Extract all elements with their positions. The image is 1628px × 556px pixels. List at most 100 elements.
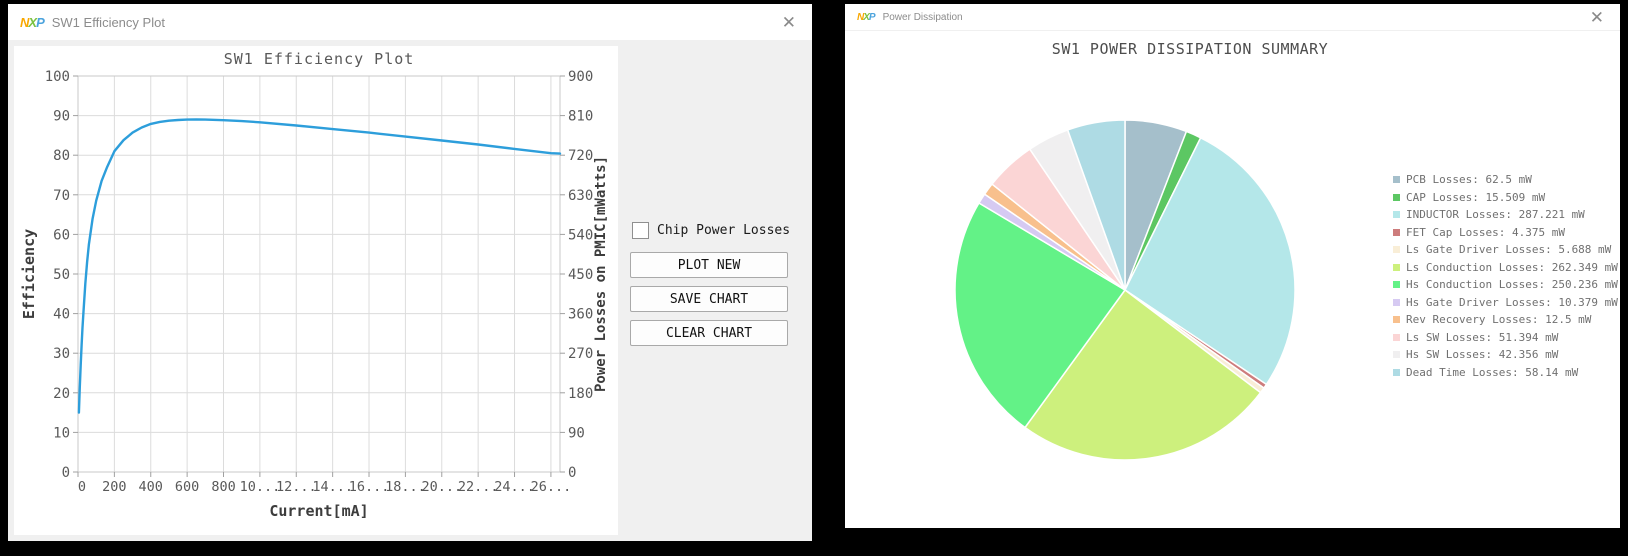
efficiency-window-titlebar: NXP SW1 Efficiency Plot ✕ bbox=[8, 4, 812, 40]
y-axis-left-tick-label: 50 bbox=[53, 267, 70, 283]
pie-legend: PCB Losses: 62.5 mW CAP Losses: 15.509 mW… bbox=[1393, 171, 1618, 381]
y-axis-left-tick-label: 90 bbox=[53, 109, 70, 125]
legend-item: Ls SW Losses: 51.394 mW bbox=[1393, 329, 1618, 347]
y-axis-right-tick-label: 720 bbox=[568, 148, 593, 164]
checkbox-box-icon[interactable] bbox=[632, 222, 649, 239]
y-axis-right-tick-label: 180 bbox=[568, 386, 593, 402]
y-axis-left-tick-label: 10 bbox=[53, 425, 70, 441]
efficiency-curve bbox=[77, 118, 562, 414]
legend-item: Hs Gate Driver Losses: 10.379 mW bbox=[1393, 294, 1618, 312]
x-axis-tick-label: 400 bbox=[139, 479, 163, 495]
power-dissipation-window: NXP Power Dissipation ✕ SW1 POWER DISSIP… bbox=[845, 4, 1620, 528]
legend-label: Hs SW Losses: 42.356 mW bbox=[1406, 348, 1559, 362]
y-axis-left-tick-label: 40 bbox=[53, 307, 70, 323]
legend-marker-icon bbox=[1393, 333, 1400, 341]
legend-marker-icon bbox=[1393, 298, 1400, 306]
legend-item: INDUCTOR Losses: 287.221 mW bbox=[1393, 206, 1618, 224]
legend-item: Ls Conduction Losses: 262.349 mW bbox=[1393, 259, 1618, 277]
efficiency-plot-window: NXP SW1 Efficiency Plot ✕ 0 10 20 30 40 50 60 7… bbox=[8, 4, 812, 541]
y-axis-right-tick-label: 90 bbox=[568, 425, 585, 441]
y-axis-left-tick-label: 60 bbox=[53, 227, 70, 243]
power-dissipation-pie bbox=[954, 119, 1296, 461]
x-axis-tick-label: 12... bbox=[276, 479, 317, 495]
efficiency-chart-panel: 0 10 20 30 40 50 60 70 80 90 100 0 90 180 270 360 450 540… bbox=[14, 46, 618, 535]
y-axis-left-tick-label: 30 bbox=[53, 346, 70, 362]
legend-item: Dead Time Losses: 58.14 mW bbox=[1393, 364, 1618, 382]
efficiency-line-chart: 0 10 20 30 40 50 60 70 80 90 100 0 90 180 270 360 450 540… bbox=[20, 50, 609, 520]
y-axis-right-tick-label: 540 bbox=[568, 227, 593, 243]
y-axis-right-tick-label: 630 bbox=[568, 188, 593, 204]
save-chart-button[interactable]: SAVE CHART bbox=[630, 286, 788, 312]
efficiency-window-body: 0 10 20 30 40 50 60 70 80 90 100 0 90 180 270 360 450 540… bbox=[8, 40, 812, 541]
legend-label: Hs Gate Driver Losses: 10.379 mW bbox=[1406, 295, 1618, 309]
x-axis-tick-label: 26... bbox=[531, 479, 572, 495]
pie-slice-hs-conduction-losses bbox=[954, 201, 1127, 429]
legend-label: Hs Conduction Losses: 250.236 mW bbox=[1406, 278, 1618, 292]
legend-label: FET Cap Losses: 4.375 mW bbox=[1406, 225, 1565, 239]
x-axis-tick-label: 14... bbox=[312, 479, 353, 495]
y-axis-left-tick-label: 0 bbox=[62, 465, 70, 481]
x-axis-tick-label: 600 bbox=[175, 479, 199, 495]
legend-item: Hs Conduction Losses: 250.236 mW bbox=[1393, 276, 1618, 294]
y-axis-right-tick-label: 270 bbox=[568, 346, 593, 362]
x-axis-tick-label: 20... bbox=[421, 479, 462, 495]
legend-item: Ls Gate Driver Losses: 5.688 mW bbox=[1393, 241, 1618, 259]
window-title: SW1 Efficiency Plot bbox=[51, 14, 165, 30]
y-axis-right-tick-label: 360 bbox=[568, 307, 593, 323]
y-axis-right-tick-label: 450 bbox=[568, 267, 593, 283]
legend-marker-icon bbox=[1393, 211, 1400, 219]
y-axis-right-tick-label: 0 bbox=[568, 465, 576, 481]
plot-new-button[interactable]: PLOT NEW bbox=[630, 252, 788, 278]
x-axis-tick-label: 800 bbox=[211, 479, 235, 495]
legend-label: Ls SW Losses: 51.394 mW bbox=[1406, 330, 1559, 344]
y-axis-left-tick-label: 20 bbox=[53, 386, 70, 402]
legend-marker-icon bbox=[1393, 281, 1400, 289]
y-axis-right-tick-label: 900 bbox=[568, 69, 593, 85]
x-axis-tick-label: 0 bbox=[78, 479, 86, 495]
x-axis-tick-label: 10... bbox=[240, 479, 281, 495]
y-axis-left-label: Efficiency bbox=[20, 229, 38, 319]
power-dissipation-titlebar: NXP Power Dissipation ✕ bbox=[845, 4, 1620, 31]
checkbox-label: Chip Power Losses bbox=[657, 223, 791, 238]
legend-item: PCB Losses: 62.5 mW bbox=[1393, 171, 1618, 189]
line-chart-title: SW1 Efficiency Plot bbox=[224, 50, 415, 68]
legend-marker-icon bbox=[1393, 368, 1400, 376]
y-axis-right-tick-label: 810 bbox=[568, 109, 593, 125]
close-icon[interactable]: ✕ bbox=[1589, 7, 1604, 27]
legend-marker-icon bbox=[1393, 246, 1400, 254]
nxp-logo-icon: NXP bbox=[20, 14, 45, 30]
legend-marker-icon bbox=[1393, 351, 1400, 359]
legend-marker-icon bbox=[1393, 263, 1400, 271]
legend-marker-icon bbox=[1393, 228, 1400, 236]
legend-label: Rev Recovery Losses: 12.5 mW bbox=[1406, 313, 1592, 327]
pie-slice-inductor-losses bbox=[1124, 136, 1296, 386]
legend-label: INDUCTOR Losses: 287.221 mW bbox=[1406, 208, 1585, 222]
x-axis-tick-label: 18... bbox=[385, 479, 426, 495]
legend-marker-icon bbox=[1393, 176, 1400, 184]
legend-item: CAP Losses: 15.509 mW bbox=[1393, 189, 1618, 207]
nxp-logo-icon: NXP bbox=[857, 11, 876, 23]
y-axis-left-tick-label: 80 bbox=[53, 148, 70, 164]
pie-slice-dead-time-losses bbox=[1066, 119, 1126, 291]
pie-chart-title: SW1 POWER DISSIPATION SUMMARY bbox=[1051, 40, 1329, 58]
legend-item: Hs SW Losses: 42.356 mW bbox=[1393, 346, 1618, 364]
y-axis-right-label: Power Losses on PMIC[mWatts] bbox=[593, 156, 609, 392]
x-axis-tick-label: 24... bbox=[494, 479, 535, 495]
legend-label: CAP Losses: 15.509 mW bbox=[1406, 190, 1546, 204]
x-axis-tick-label: 200 bbox=[102, 479, 126, 495]
close-icon[interactable]: ✕ bbox=[781, 12, 796, 32]
x-axis-tick-label: 16... bbox=[349, 479, 390, 495]
clear-chart-button[interactable]: CLEAR CHART bbox=[630, 320, 788, 346]
legend-label: Ls Gate Driver Losses: 5.688 mW bbox=[1406, 243, 1612, 257]
x-axis-label: Current[mA] bbox=[269, 502, 368, 520]
window-title: Power Dissipation bbox=[882, 11, 963, 23]
chip-power-losses-checkbox[interactable]: Chip Power Losses bbox=[632, 222, 798, 239]
legend-label: Dead Time Losses: 58.14 mW bbox=[1406, 365, 1579, 379]
x-axis-tick-label: 22... bbox=[458, 479, 499, 495]
pie-slice-ls-conduction-losses bbox=[1023, 288, 1262, 461]
legend-marker-icon bbox=[1393, 316, 1400, 324]
legend-item: Rev Recovery Losses: 12.5 mW bbox=[1393, 311, 1618, 329]
control-panel: Chip Power Losses PLOT NEW SAVE CHART CL… bbox=[618, 46, 806, 535]
legend-marker-icon bbox=[1393, 193, 1400, 201]
legend-label: PCB Losses: 62.5 mW bbox=[1406, 173, 1532, 187]
